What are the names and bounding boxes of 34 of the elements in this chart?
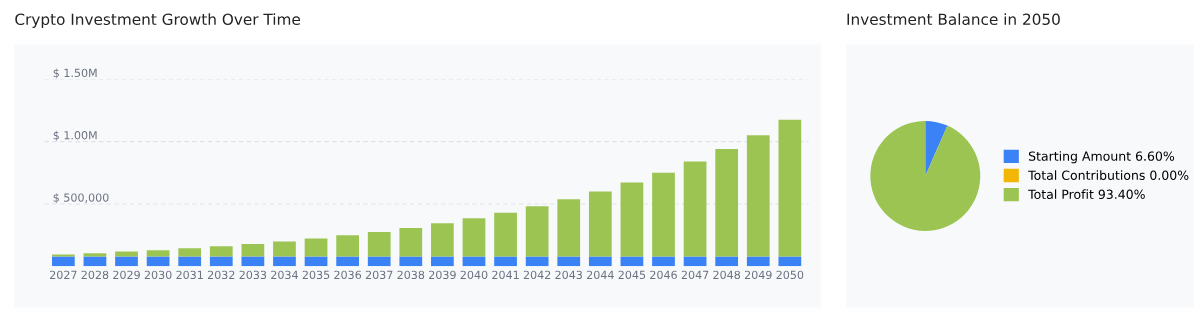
x-tick-label: 2047 bbox=[681, 270, 709, 280]
legend-label: Total Profit 93.40% bbox=[1028, 189, 1145, 200]
x-tick-label: 2034 bbox=[271, 270, 298, 280]
chart-title: Investment Balance in 2050 bbox=[847, 13, 1060, 26]
pie-slice bbox=[870, 120, 981, 231]
legend-label: Starting Amount 6.60% bbox=[1028, 151, 1175, 164]
x-tick-label: 2038 bbox=[397, 270, 425, 280]
chart-title: Crypto Investment Growth Over Time bbox=[15, 13, 300, 28]
x-tick-label: 2041 bbox=[492, 270, 519, 280]
x-tick-label: 2030 bbox=[144, 270, 172, 280]
legend-label: Total Contributions 0.00% bbox=[1028, 170, 1189, 180]
x-tick-label: 2049 bbox=[744, 270, 772, 280]
x-tick-label: 2032 bbox=[207, 270, 235, 280]
x-tick-label: 2033 bbox=[239, 270, 267, 280]
x-tick-label: 2039 bbox=[429, 270, 456, 280]
y-tick-label: $ 1.00M bbox=[53, 130, 97, 141]
x-tick-label: 2035 bbox=[302, 270, 330, 280]
x-tick-label: 2036 bbox=[334, 270, 362, 280]
x-tick-label: 2040 bbox=[460, 270, 488, 280]
x-tick-label: 2029 bbox=[113, 270, 140, 280]
x-tick-label: 2031 bbox=[176, 270, 203, 280]
y-tick-label: $ 1.50M bbox=[53, 68, 97, 79]
x-tick-label: 2042 bbox=[523, 270, 551, 280]
x-tick-label: 2050 bbox=[776, 270, 804, 280]
x-tick-label: 2046 bbox=[650, 270, 677, 280]
x-tick-label: 2027 bbox=[50, 270, 77, 280]
x-tick-label: 2037 bbox=[365, 270, 393, 280]
x-tick-label: 2045 bbox=[618, 270, 646, 280]
y-tick-label: $ 500,000 bbox=[53, 193, 109, 204]
x-tick-label: 2028 bbox=[81, 270, 109, 280]
x-tick-label: 2043 bbox=[555, 270, 582, 280]
x-tick-label: 2048 bbox=[713, 270, 741, 280]
x-tick-label: 2044 bbox=[587, 270, 614, 280]
pie-slice bbox=[925, 120, 948, 176]
